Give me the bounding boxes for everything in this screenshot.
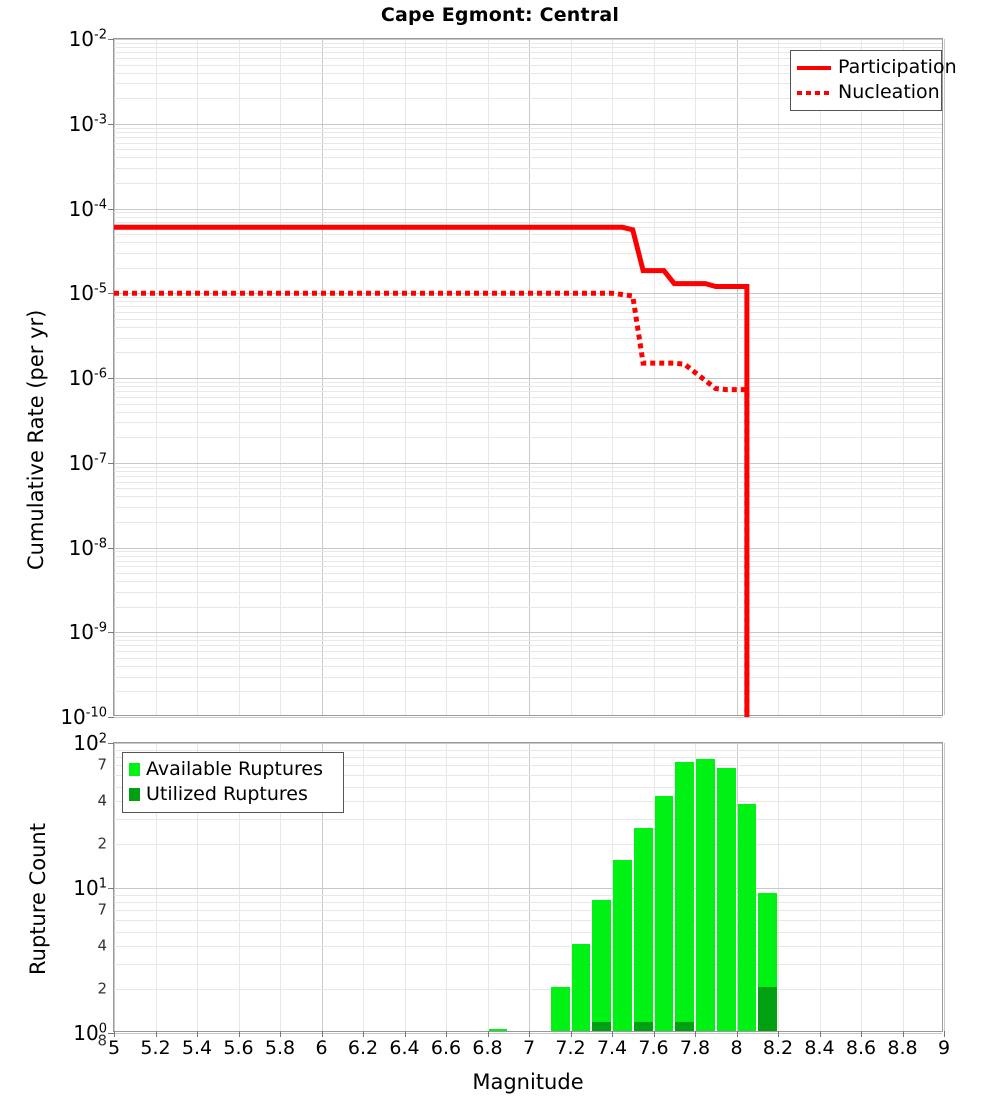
x-tick-label: 8.8 — [887, 1039, 917, 1058]
bottom-plot-gridline-minor — [114, 964, 942, 965]
bottom-plot-gridline-minor — [114, 750, 942, 751]
series-participation — [114, 227, 747, 717]
utilized-rupture-bar — [634, 1022, 653, 1031]
bottom-plot-gridline-minor — [114, 902, 942, 903]
bottom-plot-gridline-minor — [114, 989, 942, 990]
top-plot-y-tick-label: 10-7 — [69, 453, 107, 473]
x-tick-label: 7.4 — [597, 1039, 627, 1058]
top-plot-y-tick-label: 10-2 — [69, 29, 107, 49]
bottom-plot-y-minor-label: 7 — [97, 758, 107, 773]
top-plot-y-tick-label: 10-6 — [69, 368, 107, 388]
series-nucleation — [114, 293, 747, 717]
x-tick-label: 7 — [523, 1039, 535, 1058]
x-tick-label: 5.6 — [223, 1039, 253, 1058]
utilized-rupture-bar — [675, 1022, 694, 1031]
legend-label: Utilized Ruptures — [146, 785, 308, 804]
available-rupture-bar — [551, 987, 570, 1031]
bottom-plot-gridline-minor — [114, 895, 942, 896]
bottom-plot-gridline-minor — [114, 819, 942, 820]
bottom-plot-gridline — [944, 743, 945, 1031]
top-plot-gridline — [944, 39, 945, 715]
top-plot-y-tick-label: 10-5 — [69, 283, 107, 303]
available-rupture-bar — [655, 796, 674, 1031]
legend-label: Available Ruptures — [146, 760, 323, 779]
x-tick-label: 8 — [730, 1039, 742, 1058]
legend-label: Participation — [838, 58, 957, 77]
bottom-plot-legend: Available Ruptures Utilized Ruptures — [122, 752, 344, 813]
color-swatch-icon — [129, 788, 140, 801]
dotted-line-icon — [797, 91, 831, 95]
bottom-plot-y-minor-label: 4 — [97, 938, 107, 953]
color-swatch-icon — [129, 763, 140, 776]
legend-item: Nucleation — [797, 80, 933, 105]
x-tick-label: 7.6 — [638, 1039, 668, 1058]
top-plot-y-tick-label: 10-10 — [60, 707, 107, 727]
available-rupture-bar — [634, 828, 653, 1031]
legend-item: Participation — [797, 55, 933, 80]
x-tick-label: 8.2 — [763, 1039, 793, 1058]
legend-item: Available Ruptures — [129, 757, 335, 782]
x-tick-label: 7.2 — [555, 1039, 585, 1058]
bottom-plot-y-minor-label: 7 — [97, 903, 107, 918]
available-rupture-bar — [489, 1029, 508, 1031]
x-tick-label: 8.6 — [846, 1039, 876, 1058]
top-plot-legend: ParticipationNucleation — [790, 50, 942, 111]
available-rupture-bar — [613, 860, 632, 1031]
x-tick-label: 8.4 — [804, 1039, 834, 1058]
legend-item: Utilized Ruptures — [129, 782, 335, 807]
available-rupture-bar — [592, 900, 611, 1031]
bottom-plot-y-minor-label: 8 — [97, 1034, 107, 1049]
x-tick-label: 5.2 — [140, 1039, 170, 1058]
x-tick-label: 6.8 — [472, 1039, 502, 1058]
solid-line-icon — [797, 66, 831, 70]
bottom-plot-y-minor-label: 4 — [97, 793, 107, 808]
bottom-plot-y-tick-label: 102 — [73, 733, 107, 753]
x-tick-label: 5.4 — [182, 1039, 212, 1058]
top-plot-curves — [114, 39, 944, 717]
top-plot-y-tick-label: 10-4 — [69, 199, 107, 219]
available-rupture-bar — [717, 768, 736, 1031]
bottom-plot-gridline-minor — [114, 910, 942, 911]
bottom-plot-gridline-minor — [114, 932, 942, 933]
bottom-plot-gridline-minor — [114, 946, 942, 947]
bottom-plot-y-axis-title: Rupture Count — [26, 823, 50, 975]
x-axis-title: Magnitude — [113, 1070, 943, 1094]
x-tick-label: 6.6 — [431, 1039, 461, 1058]
top-plot-y-tick-label: 10-8 — [69, 538, 107, 558]
bottom-plot-gridline-minor — [114, 844, 942, 845]
cumulative-rate-plot: 10-210-310-410-510-610-710-810-910-10 — [113, 38, 943, 716]
x-tick-label: 5.8 — [265, 1039, 295, 1058]
top-plot-y-tick-label: 10-9 — [69, 622, 107, 642]
x-tick-label: 5 — [108, 1039, 120, 1058]
bottom-plot-y-minor-label: 2 — [97, 982, 107, 997]
top-plot-y-tick-label: 10-3 — [69, 114, 107, 134]
x-tick-label: 6.4 — [389, 1039, 419, 1058]
legend-label: Nucleation — [838, 83, 940, 102]
utilized-rupture-bar — [758, 987, 777, 1031]
bottom-plot-y-tick-label: 101 — [73, 878, 107, 898]
available-rupture-bar — [738, 804, 757, 1031]
top-plot-y-axis-title: Cumulative Rate (per yr) — [24, 310, 48, 570]
page-title: Cape Egmont: Central — [0, 4, 1000, 26]
available-rupture-bar — [572, 944, 591, 1031]
bottom-plot-gridline-minor — [114, 920, 942, 921]
bottom-plot-y-minor-label: 2 — [97, 837, 107, 852]
available-rupture-bar — [696, 759, 715, 1031]
x-tick-label: 6.2 — [348, 1039, 378, 1058]
bottom-plot-gridline — [114, 743, 942, 744]
available-rupture-bar — [675, 762, 694, 1031]
x-tick-label: 7.8 — [680, 1039, 710, 1058]
x-tick-label: 9 — [938, 1039, 950, 1058]
bottom-plot-gridline — [114, 888, 942, 889]
x-tick-label: 6 — [315, 1039, 327, 1058]
top-plot-gridline — [114, 717, 942, 718]
utilized-rupture-bar — [592, 1022, 611, 1031]
